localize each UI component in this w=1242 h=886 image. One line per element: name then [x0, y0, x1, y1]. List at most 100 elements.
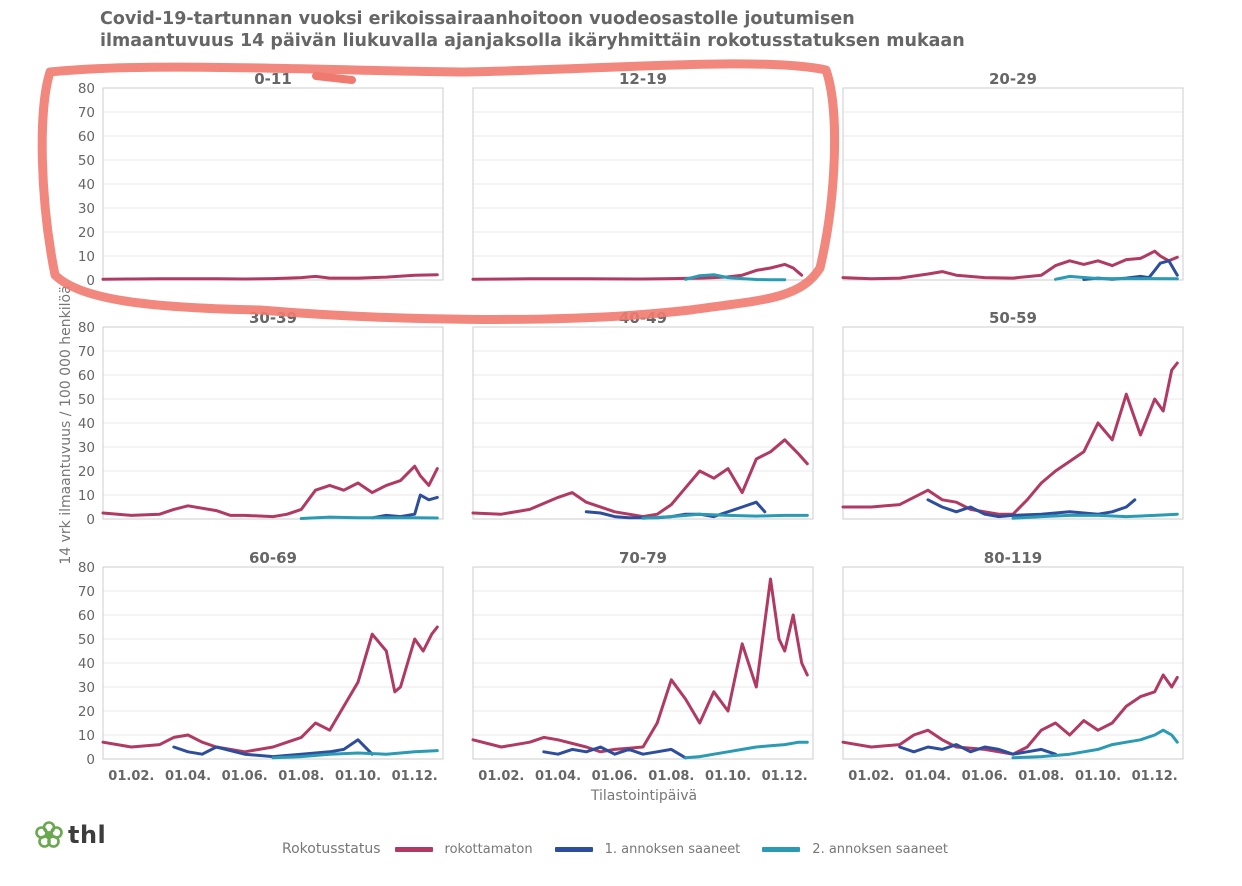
- y-tick-label: 20: [78, 464, 95, 480]
- y-tick-label: 0: [86, 512, 95, 528]
- x-tick-label: 01.06.: [962, 769, 1008, 784]
- x-tick-label: 01.08.: [278, 769, 324, 784]
- series-line-rokottamaton: [841, 361, 1179, 516]
- y-tick-label: 20: [78, 704, 95, 720]
- y-tick-label: 80: [78, 560, 95, 576]
- series-line-2-annoksen-saaneet: [1054, 274, 1179, 281]
- x-tick-label: 01.10.: [1075, 769, 1121, 784]
- series-line-1-annoksen-saaneet: [898, 743, 1057, 756]
- y-tick-label: 40: [78, 656, 95, 672]
- panel-20-29: 20-29: [841, 70, 1184, 281]
- series-line-2-annoksen-saaneet: [684, 740, 809, 760]
- series-line-2-annoksen-saaneet: [684, 273, 787, 282]
- y-tick-label: 50: [78, 392, 95, 408]
- series-line-rokottamaton: [101, 464, 439, 519]
- flower-logo-icon: [35, 821, 63, 848]
- x-tick-label: 01.06.: [222, 769, 268, 784]
- panel-title: 0-11: [254, 70, 292, 88]
- y-tick-label: 80: [78, 81, 95, 97]
- panel-title: 80-119: [984, 549, 1042, 567]
- y-tick-label: 20: [78, 225, 95, 241]
- panel-title: 60-69: [249, 549, 297, 567]
- x-tick-label: 01.02.: [478, 769, 524, 784]
- legend-item-annos1: 1. annoksen saaneet: [554, 841, 741, 857]
- x-tick-label: 01.06.: [592, 769, 638, 784]
- series-line-1-annoksen-saaneet: [542, 745, 687, 760]
- x-tick-label: 01.10.: [335, 769, 381, 784]
- series-line-2-annoksen-saaneet: [271, 749, 439, 760]
- x-tick-label: 01.02.: [108, 769, 154, 784]
- legend-item-annos2: 2. annoksen saaneet: [762, 842, 948, 857]
- y-tick-label: 40: [78, 177, 95, 193]
- logo-text: thl: [68, 821, 107, 849]
- y-axis-label: 14 vrk ilmaantuvuus / 100 000 henkilöä: [58, 285, 74, 564]
- x-tick-label: 01.10.: [705, 769, 751, 784]
- y-tick-label: 30: [78, 201, 95, 217]
- panel-title: 12-19: [619, 70, 667, 88]
- series-line-rokottamaton: [471, 577, 809, 754]
- panel-40-49: 40-49: [471, 309, 814, 520]
- thl-logo: thl: [34, 818, 106, 852]
- panel-0-11: 0-11 0 10 20 30 40 50 60 70 80: [78, 70, 444, 289]
- series-line-1-annoksen-saaneet: [1082, 259, 1179, 281]
- y-tick-label: 30: [78, 680, 95, 696]
- legend-swatch: [762, 846, 801, 852]
- chart-title: Covid-19-tartunnan vuoksi erikoissairaan…: [100, 8, 1220, 52]
- x-tick-label: 01.04.: [905, 769, 951, 784]
- y-tick-label: 10: [78, 488, 95, 504]
- y-tick-label: 60: [78, 368, 95, 384]
- series-line-2-annoksen-saaneet: [299, 515, 439, 520]
- series-line-rokottamaton: [471, 262, 804, 281]
- legend: Rokotusstatus rokottamaton 1. annoksen s…: [282, 838, 970, 860]
- x-tick-label: 01.08.: [1018, 769, 1064, 784]
- y-tick-label: 10: [78, 249, 95, 265]
- x-tick-label: 01.08.: [648, 769, 694, 784]
- legend-title: Rokotusstatus: [282, 841, 381, 857]
- panel-80-119: 80-119 01.02. 01.04. 01.06. 01.08. 01.10. 01.1…: [841, 549, 1184, 784]
- panel-frame: [102, 326, 444, 520]
- y-tick-label: 30: [78, 440, 95, 456]
- series-line-2-annoksen-saaneet: [1011, 728, 1179, 760]
- legend-label: 2. annoksen saaneet: [812, 841, 948, 857]
- series-line-rokottamaton: [841, 673, 1179, 756]
- y-tick-label: 60: [78, 129, 95, 145]
- panel-title: 70-79: [619, 549, 667, 567]
- panel-50-59: 50-59: [841, 309, 1184, 520]
- highlight-annotation: [37, 59, 840, 324]
- legend-item-rokottamaton: rokottamaton: [394, 841, 533, 857]
- y-tick-label: 70: [78, 584, 95, 600]
- legend-label: rokottamaton: [444, 841, 533, 857]
- y-tick-label: 50: [78, 153, 95, 169]
- panel-title: 20-29: [989, 70, 1037, 88]
- series-line-1-annoksen-saaneet: [370, 493, 439, 520]
- highlight-annotation-mark: [312, 72, 356, 84]
- series-line-2-annoksen-saaneet: [641, 512, 809, 520]
- series-line-rokottamaton: [471, 438, 809, 519]
- legend-swatch: [554, 846, 593, 852]
- y-tick-label: 70: [78, 105, 95, 121]
- x-tick-label: 01.12.: [1132, 769, 1178, 784]
- panel-70-79: 70-79 01.02. 01.04. 01.06. 01.08. 01.10. 01.12…: [471, 549, 814, 784]
- series-line-2-annoksen-saaneet: [1011, 512, 1179, 520]
- series-line-1-annoksen-saaneet: [926, 498, 1137, 519]
- y-tick-label: 40: [78, 416, 95, 432]
- y-tick-label: 70: [78, 344, 95, 360]
- y-tick-label: 60: [78, 608, 95, 624]
- panel-title: 50-59: [989, 309, 1037, 327]
- legend-swatch: [394, 846, 433, 852]
- x-axis-label: Tilastointipäivä: [590, 788, 697, 804]
- y-tick-label: 80: [78, 320, 95, 336]
- chart-title-line-2: ilmaantuvuus 14 päivän liukuvalla ajanja…: [100, 31, 965, 51]
- y-tick-label: 0: [86, 273, 95, 289]
- series-line-rokottamaton: [841, 249, 1179, 281]
- x-tick-label: 01.04.: [535, 769, 581, 784]
- legend-label: 1. annoksen saaneet: [604, 841, 741, 857]
- series-line-rokottamaton: [101, 625, 439, 754]
- y-tick-label: 10: [78, 728, 95, 744]
- panel-12-19: 12-19: [471, 70, 814, 282]
- y-tick-label: 50: [78, 632, 95, 648]
- x-tick-label: 01.12.: [762, 769, 808, 784]
- panel-60-69: 60-69 0 10 20 30 40 50 60 70 80 01.02. 01.04. 01.06.…: [78, 549, 444, 784]
